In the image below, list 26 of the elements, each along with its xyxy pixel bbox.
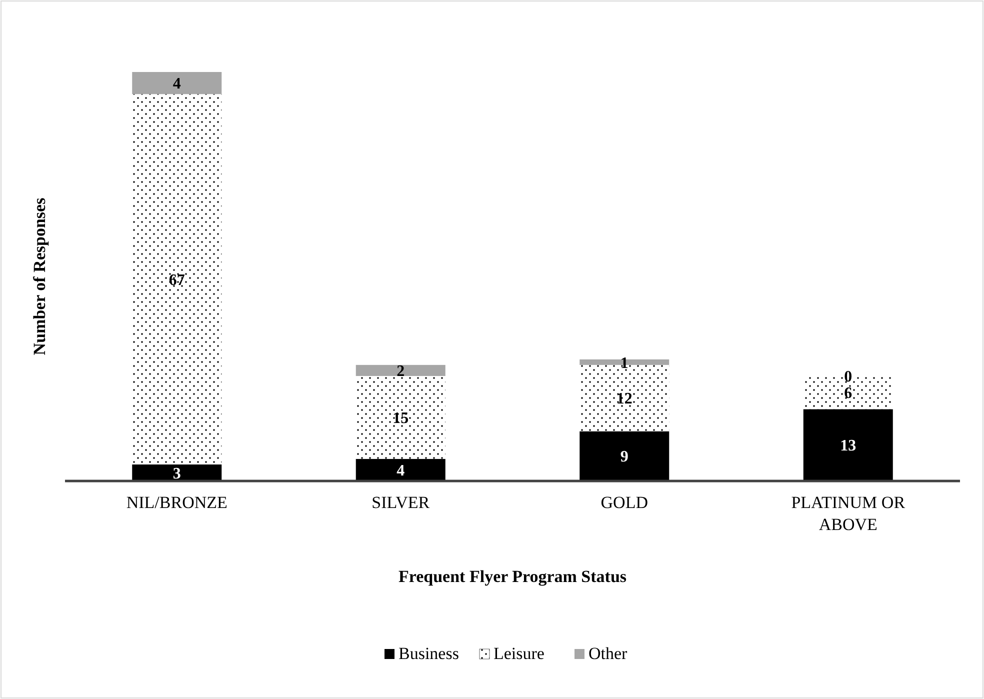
y-axis-title: Number of Responses — [30, 197, 49, 356]
bar — [803, 409, 893, 481]
legend-label: Business — [398, 644, 459, 663]
bar — [356, 458, 446, 481]
legend-label: Leisure — [494, 644, 544, 663]
bar — [132, 72, 222, 94]
legend-label: Other — [588, 644, 628, 663]
data-label: 1 — [620, 354, 628, 372]
x-tick-label: GOLD — [600, 493, 648, 512]
data-label: 4 — [172, 76, 181, 93]
data-label: 13 — [840, 438, 856, 455]
data-label: 0 — [844, 368, 852, 386]
bar — [132, 94, 222, 464]
data-label: 67 — [168, 272, 185, 289]
bar — [580, 431, 670, 481]
data-label: 2 — [396, 363, 405, 380]
x-tick-label: NIL/BRONZE — [126, 493, 228, 512]
bar — [356, 376, 446, 459]
data-label: 4 — [396, 462, 405, 480]
x-tick-label: PLATINUM OR ABOVE — [791, 493, 906, 534]
x-axis-title: Frequent Flyer Program Status — [398, 567, 627, 586]
data-label: 3 — [172, 465, 181, 482]
data-label: 9 — [620, 448, 628, 466]
bar — [132, 464, 222, 481]
bar — [356, 364, 446, 376]
x-tick-label: SILVER — [372, 493, 430, 512]
